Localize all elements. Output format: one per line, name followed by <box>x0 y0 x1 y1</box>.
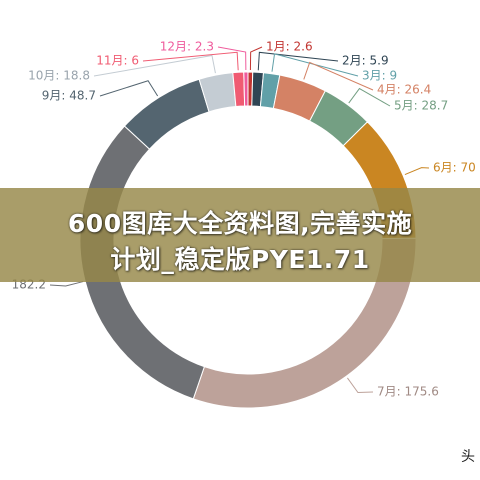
leader-line-12 <box>217 46 247 71</box>
title-banner: 600图库大全资料图,完善实施 计划_稳定版PYE1.71 <box>0 188 480 282</box>
slice-label-2: 2月: 5.9 <box>342 54 389 68</box>
leader-line-3 <box>271 53 359 77</box>
slice-label-5: 5月: 28.7 <box>394 99 448 113</box>
watermark-logo: 头 <box>461 449 475 465</box>
slice-label-9: 9月: 48.7 <box>42 89 96 103</box>
slice-label-7: 7月: 175.6 <box>377 385 439 399</box>
leader-line-2 <box>257 51 339 71</box>
banner-title-line-2: 计划_稳定版PYE1.71 <box>110 245 370 274</box>
slice-label-11: 11月: 6 <box>96 54 139 68</box>
leader-line-7 <box>347 377 374 394</box>
slice-label-4: 4月: 26.4 <box>377 83 431 97</box>
banner-title-line-1: 600图库大全资料图,完善实施 <box>67 209 413 238</box>
leader-line-4 <box>303 61 374 91</box>
slice-label-1: 1月: 2.6 <box>266 40 313 54</box>
leader-line-10 <box>93 54 216 77</box>
slice-label-12: 12月: 2.3 <box>160 40 214 54</box>
leader-line-1 <box>249 46 263 71</box>
leader-line-11 <box>142 51 239 71</box>
slice-label-6: 6月: 70 <box>433 161 476 175</box>
slice-label-10: 10月: 18.8 <box>28 69 90 83</box>
leader-line-9 <box>99 80 159 97</box>
slice-label-3: 3月: 9 <box>362 69 397 83</box>
leader-line-6 <box>404 167 430 176</box>
leader-line-5 <box>348 87 391 107</box>
slice-12[interactable] <box>243 71 249 107</box>
leader-line-8 <box>49 281 84 287</box>
